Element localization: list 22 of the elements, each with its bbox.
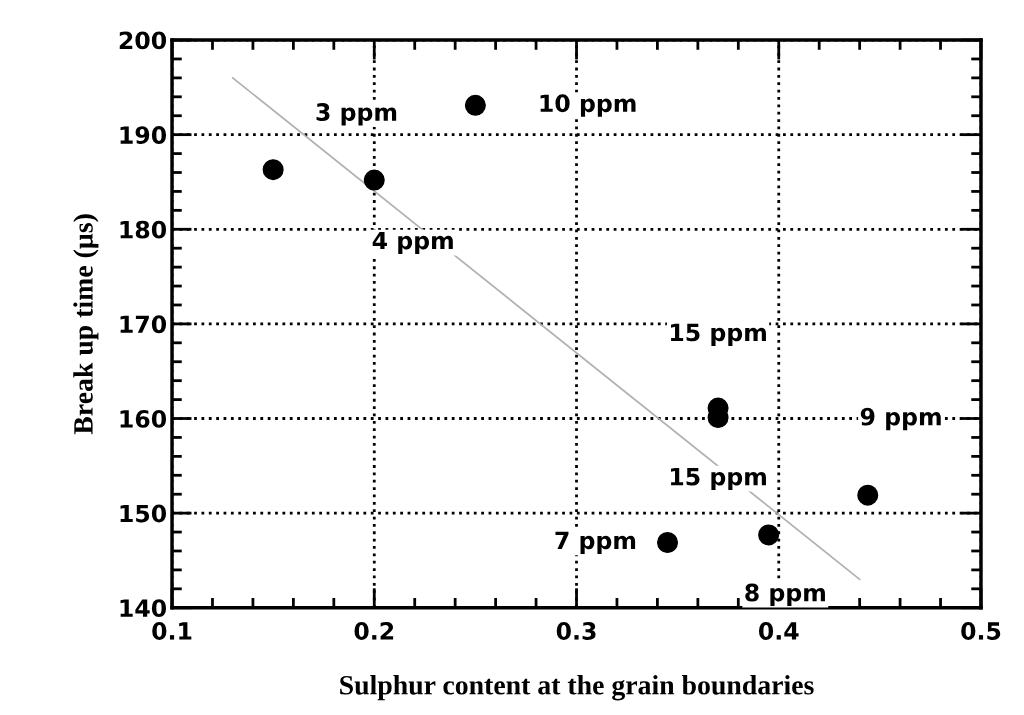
y-tick-label: 150 [120, 504, 167, 523]
y-tick-label: 190 [120, 126, 167, 144]
annotation: 9 ppm [860, 407, 941, 431]
annotation: 4 ppm [372, 231, 453, 254]
annotation: 3 ppm [316, 103, 397, 126]
x-tick-label: 0.4 [758, 622, 799, 640]
x-tick-label: 0.2 [354, 622, 394, 640]
y-axis-title: Break up time (µs) [73, 214, 99, 435]
y-tick-label: 200 [119, 31, 167, 50]
x-tick-label: 0.1 [152, 622, 192, 640]
annotation: 7 ppm [555, 531, 636, 554]
y-tick-label: 160 [120, 409, 167, 428]
x-tick-label: 0.5 [961, 622, 1001, 640]
y-tick-label: 140 [120, 599, 167, 618]
x-axis-title: Sulphur content at the grain boundaries [340, 675, 814, 701]
annotation: 15 ppm [671, 323, 766, 346]
annotation: 15 ppm [671, 467, 766, 491]
x-tick-label: 0.3 [556, 622, 596, 640]
annotation: 10 ppm [540, 94, 636, 117]
y-tick-label: 170 [120, 315, 167, 334]
y-tick-label: 180 [120, 220, 167, 239]
annotation: 8 ppm [745, 583, 825, 607]
